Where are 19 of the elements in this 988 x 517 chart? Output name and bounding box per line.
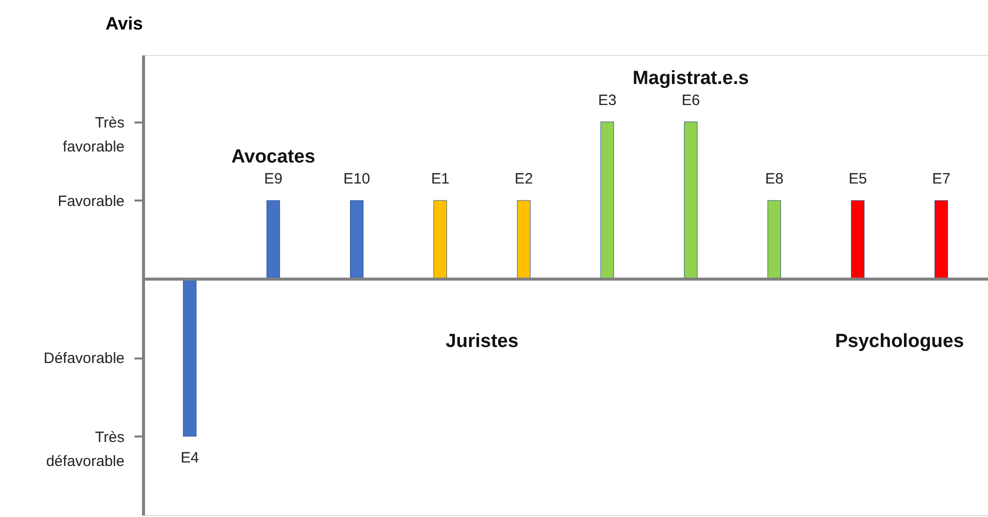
- y-axis-title: Avis: [106, 14, 143, 34]
- x-tick-label: E5: [848, 170, 867, 188]
- x-tick-label: E2: [514, 170, 533, 188]
- text: Favorable: [58, 192, 124, 210]
- x-tick-label: E7: [932, 170, 950, 188]
- x-tick-label: E8: [765, 170, 784, 188]
- text: Défavorable: [44, 350, 124, 368]
- text: Juristes: [446, 331, 518, 352]
- text: Très défavorable: [46, 428, 124, 470]
- text: Magistrat.e.s: [632, 68, 749, 89]
- x-tick-label: E6: [682, 92, 700, 109]
- text: Très favorable: [62, 114, 124, 156]
- text: Psychologues: [835, 331, 964, 352]
- x-tick-label: E9: [264, 170, 282, 188]
- x-tick-label: E4: [180, 449, 199, 466]
- text: Avocates: [231, 146, 316, 168]
- x-tick-label: E10: [343, 170, 370, 188]
- x-tick-label: E1: [431, 170, 450, 188]
- x-tick-label: E3: [598, 92, 616, 109]
